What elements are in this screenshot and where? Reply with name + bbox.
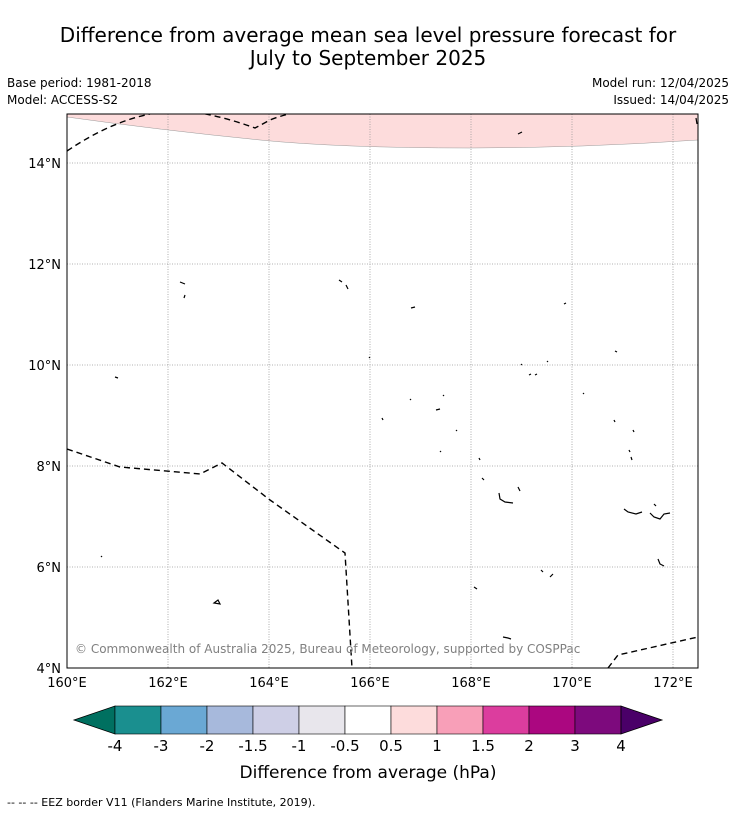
colorbar-segment bbox=[114, 705, 162, 735]
lon-label: 166°E bbox=[350, 676, 390, 691]
colorbar-segment bbox=[344, 705, 392, 735]
colorbar-extend-low bbox=[72, 705, 116, 735]
coastlines bbox=[100, 117, 698, 640]
map-title-line2: July to September 2025 bbox=[249, 46, 487, 70]
colorbar-tick-label: -1.5 bbox=[238, 737, 267, 755]
colorbar-ticks: -4 -3 -2 -1.5 -1 -0.5 0.5 1 1.5 2 3 4 bbox=[108, 737, 626, 755]
colorbar-segment bbox=[160, 705, 208, 735]
issued-date: Issued: 14/04/2025 bbox=[613, 93, 729, 107]
graticule bbox=[67, 114, 698, 668]
colorbar-tick-label: 1.5 bbox=[471, 737, 495, 755]
map-figure: © Commonwealth of Australia 2025, Bureau… bbox=[28, 113, 699, 783]
lat-label: 14°N bbox=[28, 157, 61, 172]
colorbar-segment bbox=[436, 705, 484, 735]
lat-label: 12°N bbox=[28, 258, 61, 273]
colorbar-tick-label: 4 bbox=[616, 737, 626, 755]
eez-borders bbox=[67, 114, 698, 668]
colorbar bbox=[72, 705, 664, 735]
colorbar-tick-label: -4 bbox=[108, 737, 123, 755]
map-frame bbox=[66, 113, 699, 669]
lon-label: 164°E bbox=[249, 676, 289, 691]
colorbar-segment bbox=[206, 705, 254, 735]
lat-label: 10°N bbox=[28, 359, 61, 374]
lon-label: 172°E bbox=[653, 676, 693, 691]
colorbar-segment bbox=[528, 705, 576, 735]
lon-label: 168°E bbox=[451, 676, 491, 691]
colorbar-segment bbox=[252, 705, 300, 735]
colorbar-segment bbox=[298, 705, 346, 735]
colorbar-tick-label: -3 bbox=[154, 737, 169, 755]
lat-label: 6°N bbox=[37, 561, 62, 576]
map-area bbox=[67, 114, 698, 668]
lat-label: 4°N bbox=[37, 662, 62, 677]
lat-label: 8°N bbox=[37, 460, 62, 475]
colorbar-segment bbox=[390, 705, 438, 735]
colorbar-tick-label: 0.5 bbox=[379, 737, 403, 755]
colorbar-segment bbox=[574, 705, 622, 735]
colorbar-tick-label: 3 bbox=[570, 737, 580, 755]
copyright-text: © Commonwealth of Australia 2025, Bureau… bbox=[75, 642, 580, 656]
lon-label: 160°E bbox=[47, 676, 87, 691]
lon-axis: 160°E 162°E 164°E 166°E 168°E 170°E 172°… bbox=[47, 676, 693, 691]
lon-label: 162°E bbox=[148, 676, 188, 691]
colorbar-label: Difference from average (hPa) bbox=[240, 763, 497, 783]
colorbar-tick-label: -0.5 bbox=[330, 737, 359, 755]
colorbar-tick-label: -1 bbox=[292, 737, 307, 755]
anomaly-region-0-5-to-1 bbox=[67, 114, 698, 149]
lon-label: 170°E bbox=[552, 676, 592, 691]
map-title-line1: Difference from average mean sea level p… bbox=[59, 23, 677, 47]
base-period: Base period: 1981-2018 bbox=[7, 76, 152, 90]
eez-legend-note: -- -- -- EEZ border V11 (Flanders Marine… bbox=[7, 796, 316, 809]
colorbar-tick-label: -2 bbox=[200, 737, 215, 755]
colorbar-tick-label: 2 bbox=[524, 737, 534, 755]
colorbar-segment bbox=[482, 705, 530, 735]
colorbar-extend-high bbox=[620, 705, 664, 735]
model-run: Model run: 12/04/2025 bbox=[591, 76, 729, 90]
colorbar-tick-label: 1 bbox=[432, 737, 442, 755]
lat-axis: 14°N 12°N 10°N 8°N 6°N 4°N bbox=[28, 157, 61, 677]
model-name: Model: ACCESS-S2 bbox=[7, 93, 119, 107]
